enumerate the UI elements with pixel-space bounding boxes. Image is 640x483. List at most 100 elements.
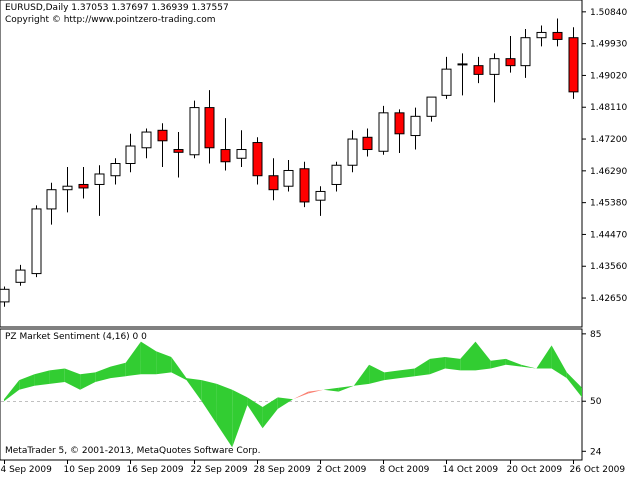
bear-candle-body [505, 58, 516, 67]
price-tick-label: 1.42650 [590, 294, 627, 304]
bullish-sentiment-band [186, 378, 202, 402]
indicator-axis[interactable]: 85 50 24 [582, 330, 602, 457]
bull-candle-body [15, 269, 26, 283]
candle [473, 56, 484, 84]
bullish-sentiment-band [429, 357, 446, 375]
bullish-sentiment-band [521, 364, 537, 369]
bullish-sentiment-band [277, 397, 293, 409]
bullish-sentiment-band [34, 370, 50, 386]
bullish-sentiment-band [505, 358, 522, 367]
bullish-sentiment-band [536, 345, 552, 369]
bullish-sentiment-band [353, 364, 370, 386]
bearish-sentiment-band [293, 391, 309, 400]
bull-candle-body [283, 169, 294, 187]
indicator-pane[interactable] [0, 328, 583, 461]
copyright-text: Copyright © http://www.pointzero-trading… [5, 15, 216, 25]
candle [331, 161, 342, 192]
candle [315, 186, 326, 216]
price-tick-label: 1.45380 [590, 199, 627, 209]
time-tick-label: 16 Sep 2009 [127, 465, 184, 475]
bull-candle-body [426, 96, 437, 117]
bull-candle-body [536, 31, 547, 39]
bullish-sentiment-band [216, 383, 233, 448]
bullish-sentiment-band [566, 372, 582, 398]
bear-candle-body [394, 112, 405, 135]
bullish-sentiment-band [110, 362, 126, 379]
time-tick-label: 26 Oct 2009 [570, 465, 626, 475]
bull-candle-body [94, 173, 105, 185]
candle [347, 130, 358, 173]
bull-candle-body [441, 68, 452, 96]
price-tick-label: 1.49930 [590, 40, 627, 50]
bear-candle-body [173, 149, 184, 153]
bull-candle-body [378, 112, 389, 152]
bull-candle-body [125, 145, 136, 165]
bullish-sentiment-band [399, 368, 415, 379]
bull-candle-body [110, 163, 121, 177]
candle [536, 25, 547, 47]
bear-candle-body [568, 37, 579, 93]
candle [283, 160, 294, 192]
bull-candle-body [457, 63, 468, 66]
bull-candle-body [189, 107, 200, 156]
indicator-label: PZ Market Sentiment (4,16) 0 0 [5, 332, 147, 342]
indicator-tick-label: 85 [590, 330, 601, 340]
bullish-sentiment-band [460, 341, 476, 371]
bullish-sentiment-band [490, 358, 506, 369]
price-axis[interactable]: 1.42650 1.43560 1.44470 1.45380 1.46290 1.472… [582, 8, 627, 304]
bullish-sentiment-band [247, 397, 263, 429]
time-tick-label: 10 Sep 2009 [64, 465, 121, 475]
bullish-sentiment-band [262, 397, 278, 429]
time-tick-label: 8 Oct 2009 [380, 465, 430, 475]
candle [489, 53, 500, 103]
bear-candle-body [473, 65, 484, 75]
candle [410, 107, 421, 150]
bear-candle-body [299, 168, 310, 203]
bullish-sentiment-band [140, 341, 157, 375]
bear-candle-body [204, 107, 215, 149]
bullish-sentiment-band [156, 351, 172, 375]
bull-candle-body [410, 115, 421, 137]
time-tick-label: 20 Oct 2009 [507, 465, 563, 475]
candle [173, 132, 184, 178]
price-pane[interactable] [0, 0, 583, 328]
bear-candle-body [362, 136, 373, 151]
candle [426, 96, 437, 122]
candle [268, 158, 279, 201]
price-tick-label: 1.43560 [590, 262, 627, 272]
time-tick-label: 28 Sep 2009 [254, 465, 311, 475]
time-tick-label: 22 Sep 2009 [191, 465, 248, 475]
time-tick-label: 4 Sep 2009 [1, 465, 53, 475]
candle [157, 123, 168, 167]
candle [46, 182, 57, 225]
bullish-sentiment-band [475, 341, 491, 371]
price-tick-label: 1.48110 [590, 103, 627, 113]
candle [457, 53, 468, 96]
sentiment-areas [4, 341, 582, 448]
candle [552, 18, 563, 47]
bull-candle-body [315, 190, 326, 201]
bear-candle-body [252, 142, 263, 177]
bullish-sentiment-band [19, 374, 35, 390]
bear-candle-body [157, 129, 168, 142]
bullish-sentiment-band [338, 385, 354, 392]
price-tick-label: 1.47200 [590, 135, 627, 145]
indicator-tick-label: 24 [590, 447, 602, 457]
candle [394, 109, 405, 154]
bear-candle-body [78, 183, 89, 189]
platform-footer: MetaTrader 5, © 2001-2013, MetaQuotes So… [5, 446, 261, 456]
candle [378, 105, 389, 155]
candle [0, 286, 10, 307]
bear-candle-body [220, 149, 231, 163]
time-tick-label: 14 Oct 2009 [443, 465, 499, 475]
bull-candle-body [489, 58, 500, 75]
price-tick-label: 1.44470 [590, 230, 627, 240]
indicator-tick-label: 50 [590, 397, 602, 407]
bull-candle-body [331, 164, 342, 185]
bullish-sentiment-band [369, 364, 385, 384]
time-axis[interactable]: 4 Sep 2009 10 Sep 2009 16 Sep 2009 22 Sep 2… [1, 460, 626, 475]
bullish-sentiment-band [49, 368, 65, 384]
bullish-sentiment-band [445, 357, 461, 371]
